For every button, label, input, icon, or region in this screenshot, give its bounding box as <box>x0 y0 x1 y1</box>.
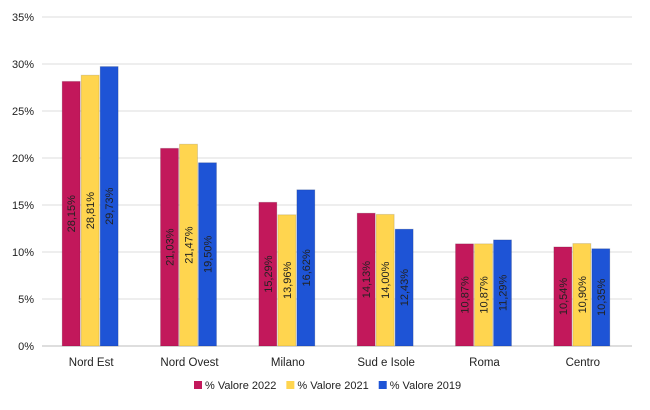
x-category-label: Sud e Isole <box>357 357 415 369</box>
x-axis-categories: Nord Est Nord Ovest Milano Sud e Isole Roma C… <box>69 357 600 369</box>
legend-swatch <box>378 381 387 389</box>
x-category-label: Roma <box>469 357 500 369</box>
bar <box>572 243 592 347</box>
x-category-label: Milano <box>271 357 305 369</box>
y-axis-ticks: 0% 5% 10% 15% 20% 25% 30% 35% <box>12 12 34 353</box>
bar <box>277 214 297 347</box>
bar <box>99 66 119 347</box>
data-label: 14,00% <box>380 261 392 299</box>
data-label: 21,47% <box>184 226 196 264</box>
data-label: 19,50% <box>203 235 215 273</box>
gridlines <box>42 16 632 347</box>
legend-swatch <box>286 381 295 389</box>
data-label: 29,73% <box>104 187 116 225</box>
data-label: 10,35% <box>596 278 608 316</box>
y-tick-label: 0% <box>18 341 34 353</box>
y-tick-label: 15% <box>12 200 34 212</box>
bar <box>258 201 278 347</box>
data-label: 10,87% <box>460 276 472 314</box>
data-label: 15,29% <box>263 255 275 293</box>
data-label: 10,54% <box>558 278 570 316</box>
bar <box>455 243 474 347</box>
bar <box>591 248 611 347</box>
data-label: 11,29% <box>498 274 510 311</box>
x-category-label: Nord Est <box>69 357 115 369</box>
data-label: 28,81% <box>85 192 97 230</box>
bar <box>296 189 316 347</box>
legend-swatch <box>194 381 202 389</box>
bar <box>61 80 81 347</box>
bar <box>553 246 573 347</box>
legend-label: % Valore 2019 <box>390 380 461 392</box>
legend: % Valore 2022 % Valore 2021 % Valore 2019 <box>194 380 461 392</box>
data-label: 14,13% <box>361 261 373 299</box>
y-tick-label: 25% <box>12 106 34 118</box>
bar <box>394 228 414 347</box>
legend-label: % Valore 2021 <box>297 380 368 392</box>
bar <box>80 74 100 347</box>
data-label: 10,87% <box>479 276 491 314</box>
data-labels: 28,15% 28,81% 29,73% 21,03% 21,47% 19,50% 15,2… <box>66 187 608 316</box>
bar <box>493 239 512 347</box>
bar <box>474 243 493 347</box>
y-tick-label: 35% <box>12 12 34 24</box>
bar <box>375 213 395 347</box>
data-label: 21,03% <box>165 228 177 266</box>
x-category-label: Nord Ovest <box>160 357 219 369</box>
data-label: 16,62% <box>301 249 313 287</box>
bar <box>179 143 198 347</box>
y-tick-label: 10% <box>12 247 34 259</box>
y-tick-label: 20% <box>12 153 34 165</box>
data-label: 28,15% <box>66 195 78 233</box>
bars <box>61 66 611 347</box>
y-tick-label: 5% <box>18 294 34 306</box>
legend-label: % Valore 2022 <box>205 380 276 392</box>
data-label: 13,96% <box>282 262 294 300</box>
bar <box>160 147 179 347</box>
bar <box>198 162 217 347</box>
x-category-label: Centro <box>566 357 601 369</box>
data-label: 10,90% <box>577 276 589 314</box>
data-label: 12,43% <box>399 269 411 307</box>
bar <box>356 212 376 347</box>
y-tick-label: 30% <box>12 59 34 71</box>
